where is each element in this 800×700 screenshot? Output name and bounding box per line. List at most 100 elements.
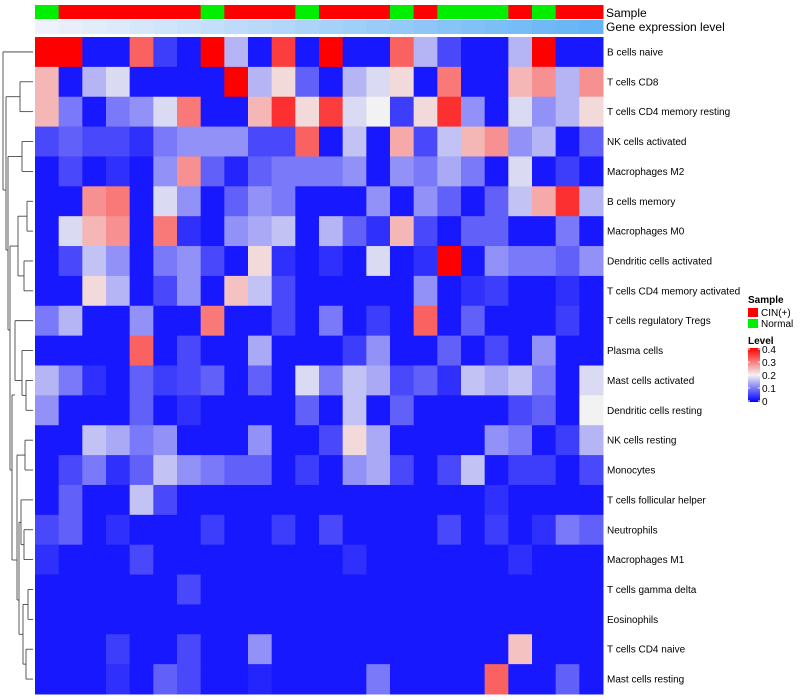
heatmap-cell	[58, 604, 83, 635]
sample-annotation-label: Sample	[606, 6, 647, 20]
heatmap-cell	[129, 484, 154, 516]
heatmap-cell	[248, 126, 273, 157]
heatmap-cell	[437, 574, 462, 605]
row-label: Neutrophils	[607, 525, 658, 536]
sample-annotation-cell	[248, 5, 273, 19]
heatmap-cell	[35, 305, 60, 337]
heatmap-cell	[153, 544, 178, 576]
heatmap-cell	[532, 96, 557, 128]
heatmap-cell	[177, 305, 202, 337]
heatmap-cell	[532, 305, 557, 337]
heatmap-cell	[35, 634, 60, 665]
sample-annotation-cell	[224, 5, 249, 19]
heatmap-cell	[484, 37, 509, 68]
heatmap-cell	[153, 484, 178, 516]
heatmap-cell	[461, 156, 486, 187]
heatmap-cell	[319, 634, 344, 665]
heatmap-cell	[484, 425, 509, 456]
heatmap-cell	[271, 66, 296, 98]
row-label: NK cells activated	[607, 137, 686, 148]
heatmap-cell	[200, 246, 225, 277]
heatmap-cell	[295, 216, 320, 247]
sample-annotation-bar	[35, 5, 604, 19]
heatmap-cell	[319, 305, 344, 337]
heatmap-cell	[484, 335, 509, 366]
heatmap-cell	[532, 335, 557, 366]
heatmap-cell	[532, 574, 557, 605]
heatmap-cell	[366, 126, 391, 157]
sample-annotation-cell	[319, 5, 344, 19]
heatmap-cell	[58, 425, 83, 456]
expression-annotation-cell	[129, 20, 154, 34]
heatmap-cell	[129, 96, 154, 128]
heatmap-cell	[200, 544, 225, 576]
heatmap-cell	[58, 574, 83, 605]
heatmap-cell	[106, 216, 131, 247]
heatmap-cell	[177, 395, 202, 426]
heatmap-cell	[366, 544, 391, 576]
heatmap-cell	[177, 365, 202, 396]
heatmap-cell	[532, 455, 557, 486]
heatmap-cell	[177, 216, 202, 247]
heatmap-cell	[295, 186, 320, 217]
heatmap-cell	[461, 514, 486, 546]
heatmap-cell	[106, 186, 131, 217]
heatmap-cell	[532, 275, 557, 307]
heatmap-cell	[58, 37, 83, 68]
heatmap-cell	[461, 604, 486, 635]
heatmap-cell	[106, 275, 131, 307]
heatmap-cell	[413, 455, 438, 486]
sample-annotation-cell	[342, 5, 367, 19]
heatmap-cell	[342, 275, 367, 307]
heatmap-cell	[177, 455, 202, 486]
heatmap-cell	[35, 395, 60, 426]
heatmap-cell	[35, 544, 60, 576]
heatmap-cell	[177, 335, 202, 366]
row-label: Dendritic cells resting	[607, 406, 702, 417]
heatmap-cell	[58, 216, 83, 247]
heatmap-cell	[390, 126, 415, 157]
heatmap-cell	[248, 246, 273, 277]
heatmap-cell	[532, 484, 557, 516]
heatmap-cell	[248, 305, 273, 337]
heatmap-cell	[82, 574, 107, 605]
legend-entry-cin: CIN(+)	[761, 308, 791, 319]
heatmap-cell	[390, 574, 415, 605]
row-label: Macrophages M0	[607, 227, 685, 238]
heatmap-cell	[153, 216, 178, 247]
heatmap-cell	[532, 66, 557, 98]
heatmap-cell	[129, 425, 154, 456]
heatmap-cell	[35, 335, 60, 366]
heatmap-cell	[35, 156, 60, 187]
heatmap-cell	[413, 216, 438, 247]
heatmap-cell	[579, 246, 604, 277]
heatmap-cell	[153, 246, 178, 277]
heatmap-cell	[579, 66, 604, 98]
heatmap-cell	[342, 37, 367, 68]
expression-annotation-cell	[579, 20, 604, 34]
heatmap-cell	[342, 186, 367, 217]
heatmap-cell	[390, 634, 415, 665]
heatmap-cell	[366, 96, 391, 128]
heatmap-cell	[484, 544, 509, 576]
heatmap-cell	[508, 574, 533, 605]
row-label: NK cells resting	[607, 436, 676, 447]
heatmap-cell	[106, 365, 131, 396]
heatmap-cell	[437, 484, 462, 516]
heatmap-cell	[200, 365, 225, 396]
heatmap-cell	[390, 335, 415, 366]
heatmap-cell	[106, 634, 131, 665]
heatmap-cell	[177, 544, 202, 576]
sample-annotation-cell	[200, 5, 225, 19]
heatmap-cell	[508, 126, 533, 157]
heatmap-cell	[413, 37, 438, 68]
heatmap-cell	[366, 634, 391, 665]
heatmap-cell	[224, 186, 249, 217]
heatmap-cell	[271, 484, 296, 516]
heatmap-cell	[484, 484, 509, 516]
heatmap-cell	[224, 96, 249, 128]
heatmap-cell	[555, 37, 580, 68]
heatmap-cell	[248, 186, 273, 217]
heatmap-cell	[342, 126, 367, 157]
